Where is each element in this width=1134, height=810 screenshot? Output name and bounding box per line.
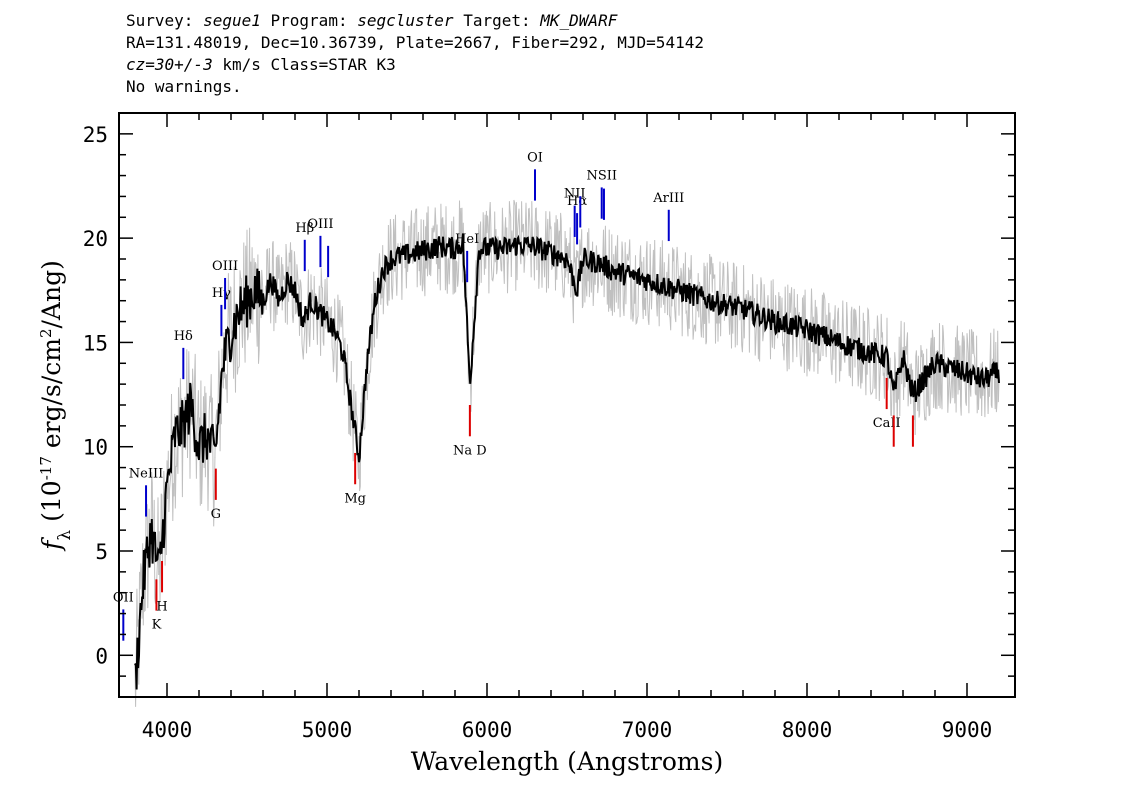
y-axis-title: fλ (10-17 erg/s/cm2/Ang) [37, 260, 75, 552]
target-value: MK_DWARF [540, 11, 618, 30]
program-label: Program: [270, 11, 348, 30]
line-annotations: OIINeIIIHδHγOIIIHβOIIIHeIOINIIHαNSIIArII… [113, 150, 914, 641]
absorption-label: K [152, 618, 162, 633]
noise-band [134, 199, 1000, 707]
header-line-4: No warnings. [126, 77, 242, 96]
axis-ticks: 4000 5000 6000 7000 8000 9000 0 5 10 15 20 25 [83, 113, 1015, 742]
emission-label: Hγ [212, 286, 231, 301]
emission-label: Hδ [174, 329, 193, 344]
series-layer [134, 233, 1000, 690]
survey-label: Survey: [126, 11, 194, 30]
noise-trace [134, 199, 1000, 707]
y-tick-label: 0 [95, 644, 108, 668]
emission-label: OIII [212, 259, 238, 274]
spectrum-header: Survey: segue1 Program: segcluster Targe… [126, 10, 704, 98]
absorption-label: H [156, 599, 167, 614]
emission-label: OI [527, 150, 543, 165]
emission-label: OIII [307, 217, 333, 232]
y-axis-label: fλ (10-17 erg/s/cm2/Ang) [37, 260, 75, 552]
x-axis-title: Wavelength (Angstroms) [411, 747, 723, 776]
spectrum-line [134, 233, 1000, 690]
x-tick-label: 6000 [462, 718, 513, 742]
y-tick-label: 5 [95, 540, 108, 564]
emission-label: NSII [586, 168, 617, 183]
y-tick-label: 20 [83, 227, 108, 251]
survey-value: segue1 [203, 11, 261, 30]
y-tick-label: 15 [83, 331, 108, 355]
x-tick-label: 7000 [622, 718, 673, 742]
target-label: Target: [463, 11, 531, 30]
absorption-label: CaII [873, 416, 901, 431]
x-tick-label: 9000 [942, 718, 993, 742]
absorption-label: Mg [344, 491, 366, 506]
y-tick-label: 10 [83, 436, 108, 460]
emission-label: Hβ [295, 221, 314, 236]
redshift-value: cz=30+/-3 [126, 55, 213, 74]
y-tick-label: 25 [83, 123, 108, 147]
emission-label: HeI [455, 232, 479, 247]
class-info: km/s Class=STAR K3 [212, 55, 396, 74]
program-value: segcluster [357, 11, 454, 30]
x-tick-label: 4000 [142, 718, 193, 742]
header-line-3: cz=30+/-3 km/s Class=STAR K3 [126, 54, 704, 76]
header-line-2: RA=131.48019, Dec=10.36739, Plate=2667, … [126, 33, 704, 52]
emission-label: ArIII [652, 191, 684, 206]
emission-label: Hα [567, 194, 587, 209]
x-tick-label: 8000 [782, 718, 833, 742]
x-tick-label: 5000 [302, 718, 353, 742]
absorption-label: Na D [453, 443, 487, 458]
header-line-1: Survey: segue1 Program: segcluster Targe… [126, 10, 704, 32]
absorption-label: G [211, 507, 221, 522]
emission-label: NeIII [129, 466, 163, 481]
